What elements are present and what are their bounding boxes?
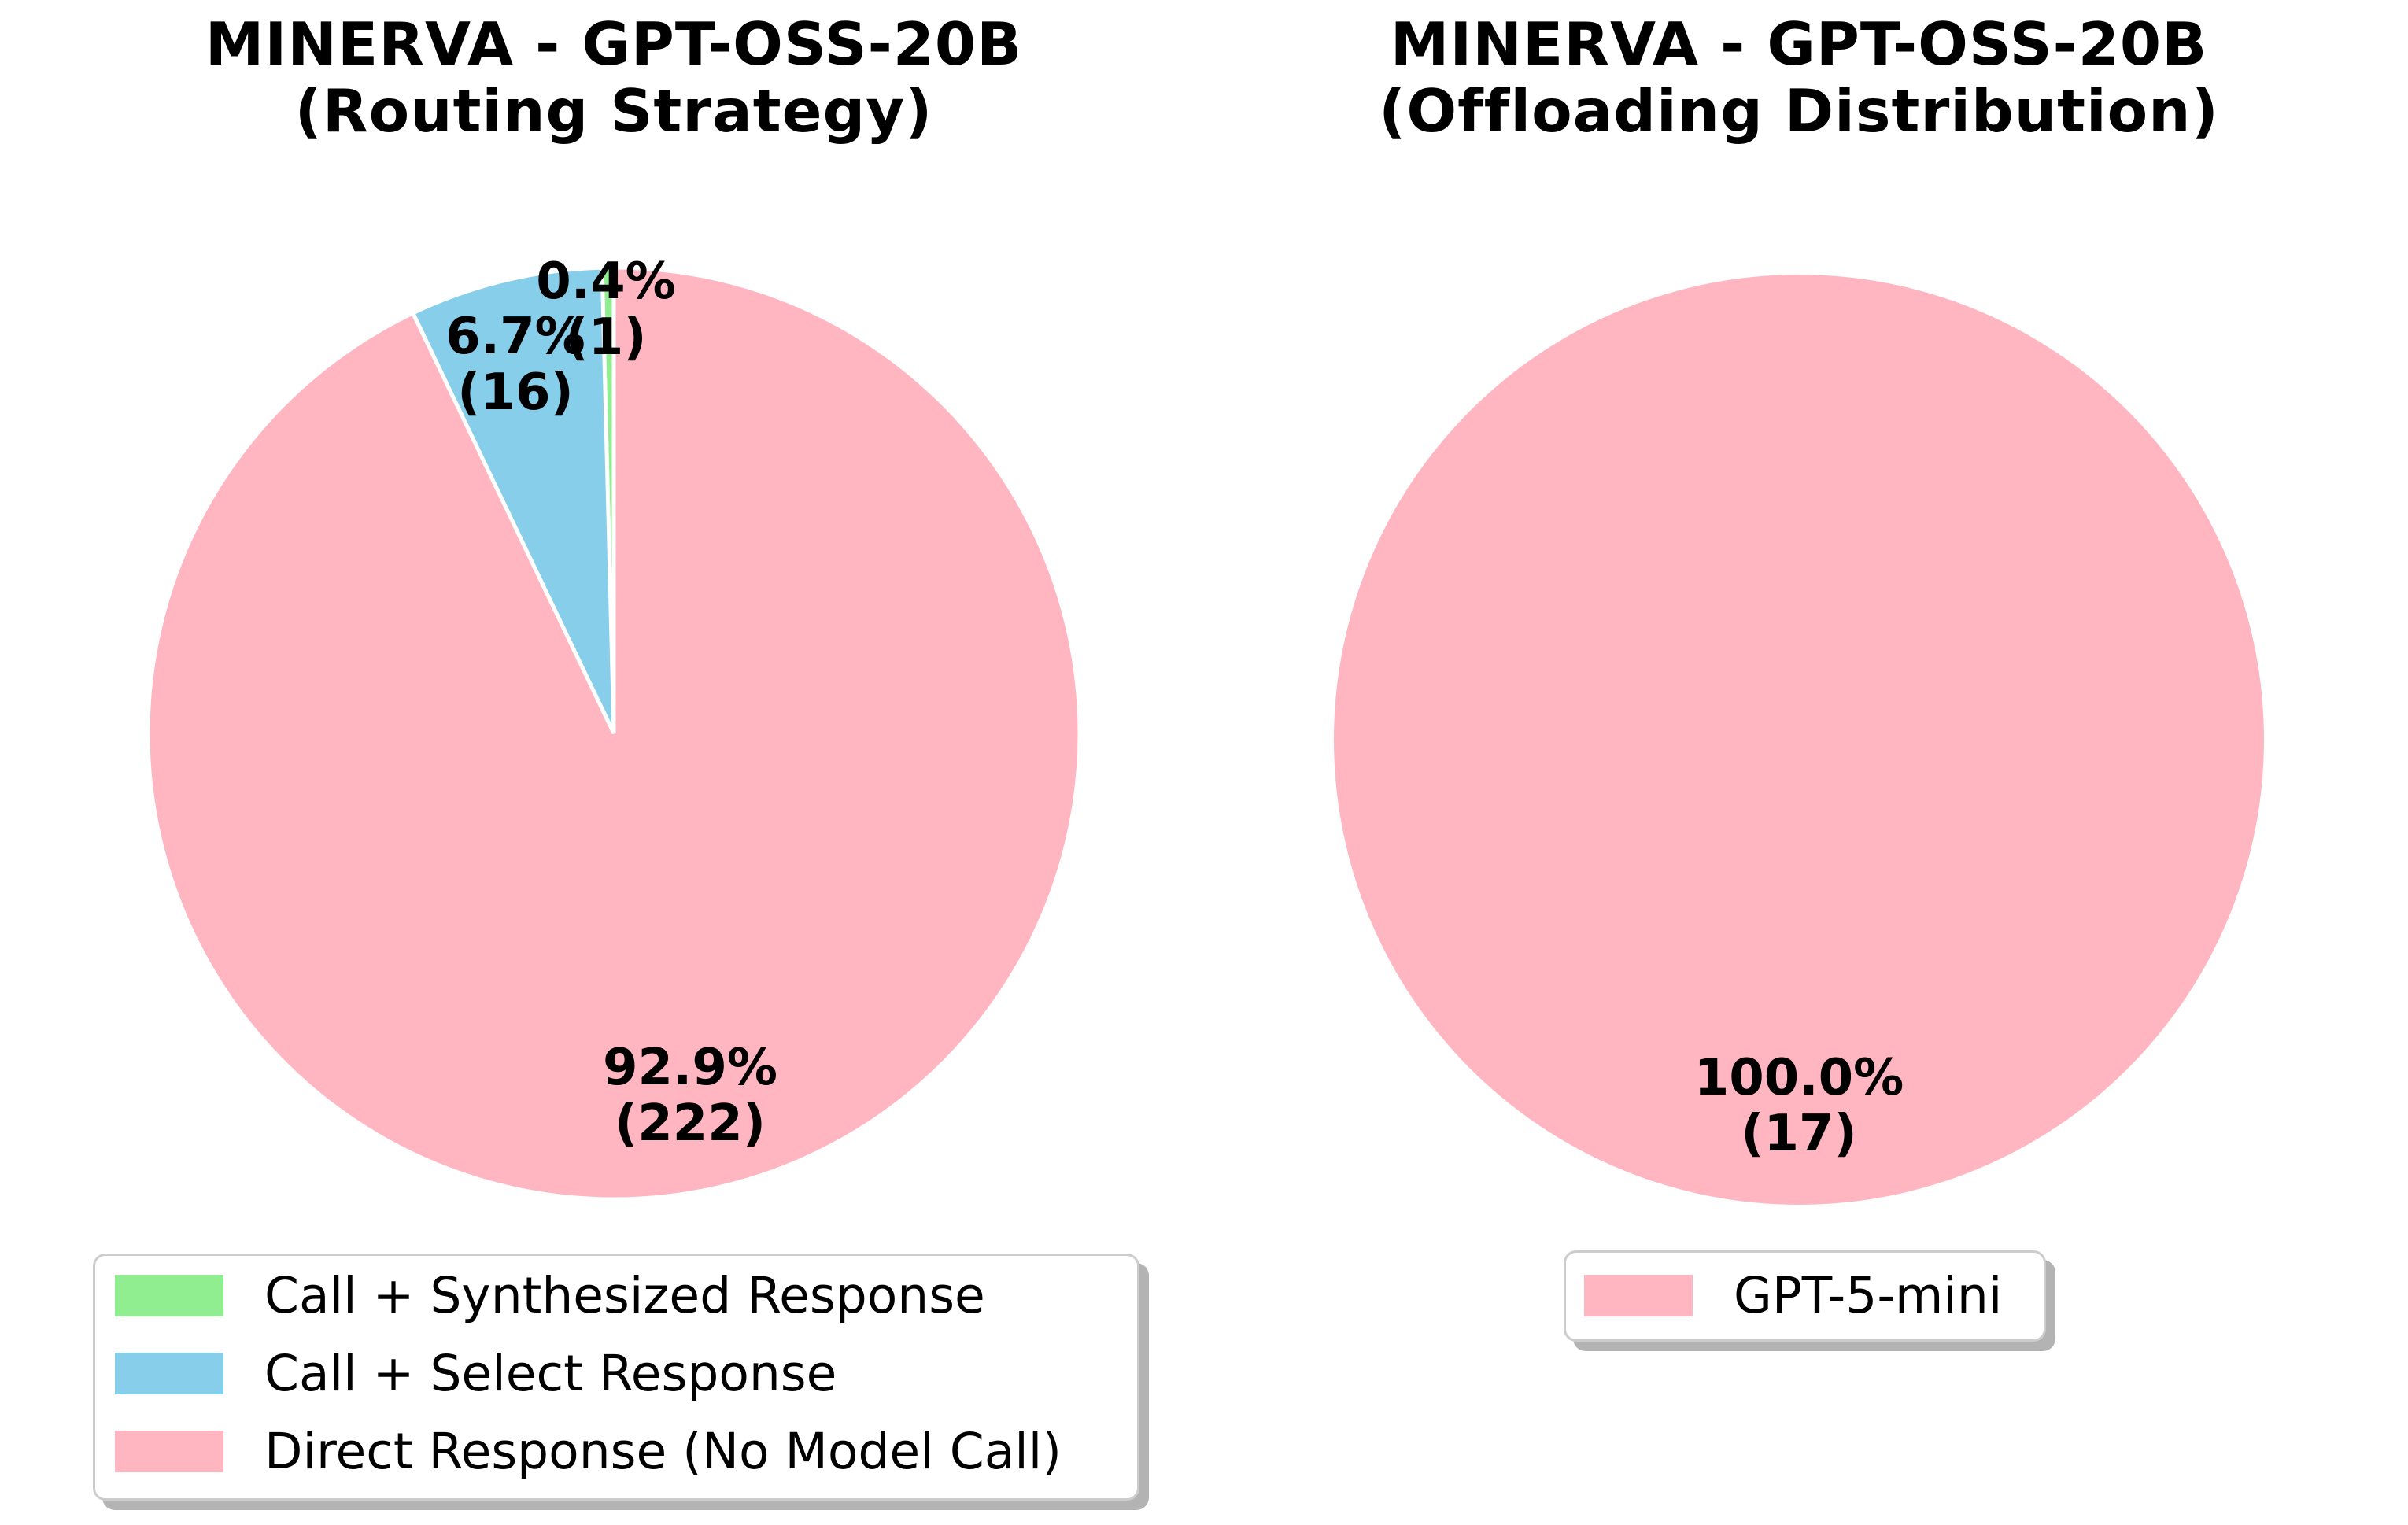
slice-label-synthesized: 0.4% (1): [536, 253, 676, 367]
legend-item-synthesized: Call + Synthesized Response: [115, 1271, 1114, 1320]
legend-item-label: GPT-5-mini: [1734, 1267, 2003, 1324]
pie-slice-direct: [146, 265, 1082, 1202]
legend-swatch-blue-icon: [115, 1353, 223, 1394]
legend-item-label: Call + Synthesized Response: [264, 1267, 985, 1324]
swatch-rect: [115, 1353, 223, 1394]
routing-chart-title: MINERVA - GPT-OSS-20B (Routing Strategy): [134, 11, 1094, 145]
slice-label-select: 6.7% (16): [445, 308, 585, 422]
offloading-chart-title-line2: (Offloading Distribution): [1379, 76, 2219, 146]
legend-item-label: Call + Select Response: [264, 1345, 837, 1402]
legend-swatch-pink-icon: [1584, 1275, 1693, 1316]
offloading-chart-title: MINERVA - GPT-OSS-20B (Offloading Distri…: [1319, 11, 2279, 145]
legend-item-select: Call + Select Response: [115, 1349, 1114, 1398]
offloading-legend: GPT-5-mini: [1564, 1250, 2046, 1342]
legend-swatch-pink-icon: [115, 1431, 223, 1472]
legend-swatch-green-icon: [115, 1275, 223, 1316]
routing-chart-title-line1: MINERVA - GPT-OSS-20B: [205, 9, 1023, 79]
legend-item-gpt5mini: GPT-5-mini: [1584, 1271, 2020, 1320]
offloading-chart-title-line1: MINERVA - GPT-OSS-20B: [1390, 9, 2208, 79]
swatch-rect: [1584, 1275, 1693, 1316]
swatch-rect: [115, 1275, 223, 1316]
routing-pie-chart: [146, 265, 1082, 1202]
pie-slice-gpt5mini: [1334, 275, 2264, 1205]
legend-item-label: Direct Response (No Model Call): [264, 1423, 1062, 1480]
swatch-rect: [115, 1431, 223, 1472]
routing-legend: Call + Synthesized Response Call + Selec…: [93, 1254, 1139, 1501]
slice-label-gpt5mini: 100.0% (17): [1693, 1049, 1904, 1163]
legend-item-direct: Direct Response (No Model Call): [115, 1427, 1114, 1476]
slice-label-direct: 92.9% (222): [602, 1039, 778, 1153]
routing-chart-title-line2: (Routing Strategy): [294, 76, 933, 146]
pie-slice-select: [410, 265, 616, 735]
offloading-pie-chart: [1334, 275, 2264, 1205]
